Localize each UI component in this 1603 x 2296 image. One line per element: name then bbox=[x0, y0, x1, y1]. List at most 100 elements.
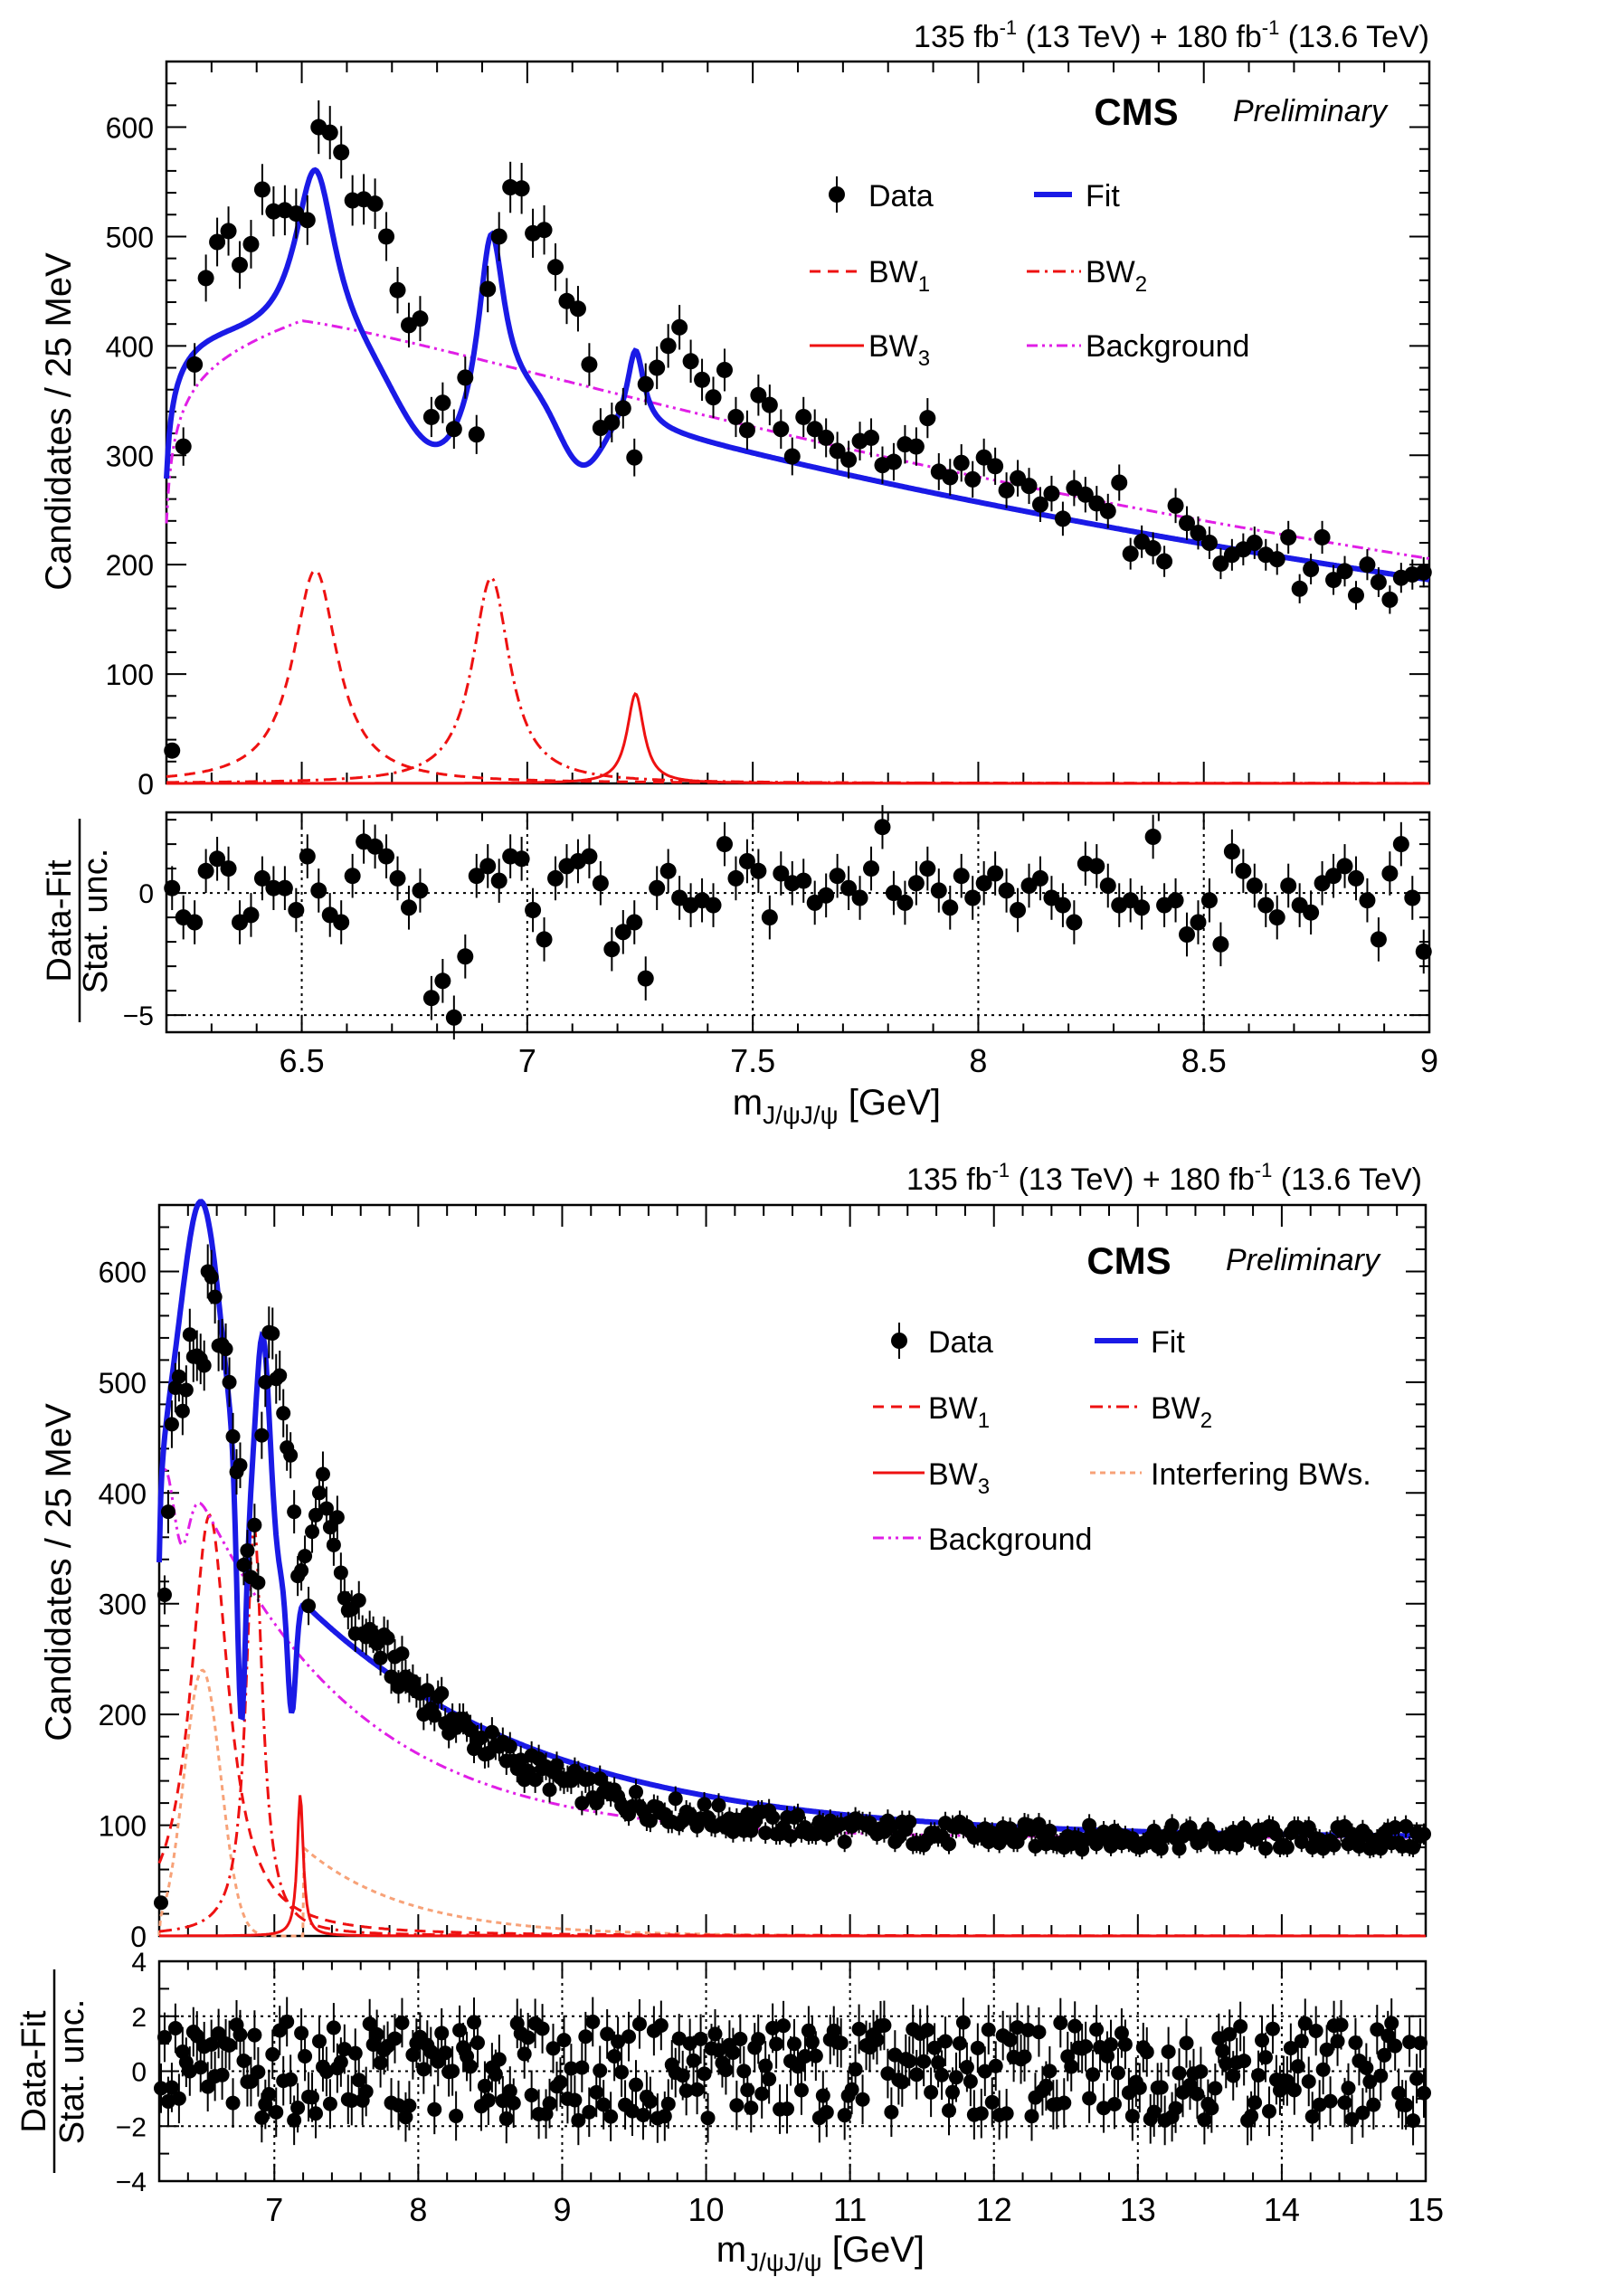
pull-point bbox=[186, 914, 204, 931]
pull-point bbox=[1193, 2064, 1209, 2079]
y-tick-label: 100 bbox=[99, 1810, 147, 1843]
data-point bbox=[1179, 515, 1196, 532]
bottom-pull-label-top: Data-Fit bbox=[15, 2010, 53, 2133]
pull-point bbox=[635, 2107, 650, 2122]
data-point bbox=[513, 180, 530, 197]
data-point bbox=[240, 1542, 255, 1558]
data-point bbox=[232, 1457, 248, 1473]
pull-point bbox=[1283, 2040, 1298, 2055]
svg-text:Fit: Fit bbox=[1151, 1325, 1185, 1360]
pull-point bbox=[729, 2098, 745, 2113]
pull-point bbox=[833, 2035, 849, 2051]
pull-point bbox=[920, 2022, 935, 2037]
pull-point bbox=[637, 970, 654, 987]
y-tick-label: 500 bbox=[106, 221, 154, 253]
pull-point bbox=[902, 2054, 917, 2069]
pull-point bbox=[1388, 2038, 1403, 2054]
bottom-legend: Data Fit BW1 BW2 BW3 Interfering BWs. bbox=[873, 1323, 1371, 1557]
pull-point bbox=[394, 2015, 410, 2030]
data-point bbox=[1417, 1826, 1432, 1842]
pull-point bbox=[973, 2106, 989, 2121]
x-tick-label: 11 bbox=[833, 2191, 867, 2228]
pull-point bbox=[758, 2058, 773, 2073]
pull-point bbox=[1402, 2035, 1418, 2050]
data-point bbox=[527, 1772, 543, 1788]
pull-point bbox=[574, 2060, 590, 2075]
data-point bbox=[242, 235, 260, 252]
data-point bbox=[1399, 1818, 1414, 1834]
pull-point bbox=[1347, 869, 1364, 887]
data-point bbox=[987, 458, 1004, 475]
pull-point bbox=[545, 2041, 561, 2056]
pull-point bbox=[877, 2017, 892, 2033]
pull-point bbox=[524, 2087, 539, 2102]
data-point bbox=[536, 222, 553, 239]
top-chart: 135 fb-1 (13 TeV) + 180 fb-1 (13.6 TeV) … bbox=[39, 16, 1438, 1129]
data-point bbox=[1279, 1840, 1295, 1855]
pull-point bbox=[1167, 892, 1184, 909]
bottom-cms-label: CMS bbox=[1086, 1239, 1171, 1282]
pull-point bbox=[1268, 909, 1285, 926]
pull-point bbox=[959, 2060, 974, 2075]
pull-point bbox=[247, 2027, 262, 2043]
data-point bbox=[547, 259, 564, 276]
data-point bbox=[502, 1739, 517, 1754]
data-point bbox=[1099, 502, 1116, 519]
pull-point bbox=[1297, 2016, 1313, 2031]
data-point bbox=[1077, 486, 1094, 503]
x-tick-label: 7 bbox=[518, 1042, 536, 1079]
pull-point bbox=[1280, 878, 1297, 894]
bottom-preliminary-label: Preliminary bbox=[1226, 1243, 1381, 1277]
data-point bbox=[196, 1358, 212, 1373]
bottom-pull-label-bottom: Stat. unc. bbox=[53, 1999, 91, 2145]
pull-point bbox=[660, 2096, 676, 2111]
data-point bbox=[1336, 563, 1353, 580]
pull-point bbox=[193, 2060, 208, 2075]
pull-point bbox=[470, 2035, 485, 2051]
pull-point bbox=[171, 2091, 186, 2106]
data-point bbox=[1370, 574, 1387, 591]
pull-point bbox=[1002, 2032, 1018, 2047]
data-point bbox=[468, 426, 485, 443]
data-point bbox=[434, 1685, 450, 1701]
pull-y-tick-label: 0 bbox=[138, 879, 154, 909]
bw2-curve bbox=[158, 1526, 1426, 1938]
pull-point bbox=[344, 2093, 359, 2109]
pull-point bbox=[1337, 2095, 1352, 2111]
data-point bbox=[247, 1517, 262, 1532]
data-point bbox=[1326, 1837, 1342, 1853]
pull-point bbox=[1355, 2105, 1371, 2120]
data-point bbox=[378, 228, 395, 245]
data-point bbox=[490, 228, 507, 245]
pull-point bbox=[769, 2036, 784, 2052]
pull-point bbox=[265, 2046, 280, 2062]
y-tick-label: 300 bbox=[106, 440, 154, 472]
x-tick-label: 12 bbox=[976, 2191, 1012, 2228]
pull-point bbox=[611, 2034, 626, 2049]
pull-point bbox=[261, 2087, 277, 2102]
data-point bbox=[964, 470, 982, 488]
pull-point bbox=[738, 853, 755, 869]
pull-point bbox=[999, 2106, 1014, 2121]
data-point bbox=[329, 1510, 345, 1525]
pull-point bbox=[697, 2066, 712, 2082]
pull-point bbox=[1381, 865, 1399, 882]
bottom-legend-interfering: Interfering BWs. bbox=[1090, 1457, 1371, 1492]
data-point bbox=[251, 1575, 266, 1590]
data-point bbox=[204, 1269, 219, 1285]
pull-point bbox=[400, 899, 417, 916]
pull-point bbox=[874, 819, 891, 836]
data-point bbox=[197, 270, 214, 287]
bw1-curve bbox=[166, 568, 1429, 785]
pull-point bbox=[358, 2083, 374, 2099]
bw1-curve bbox=[157, 1513, 1426, 1938]
data-point bbox=[1054, 510, 1071, 527]
pull-point bbox=[480, 2092, 496, 2108]
top-fit-curves bbox=[164, 166, 1430, 785]
pull-point bbox=[909, 2067, 925, 2083]
pull-point bbox=[1255, 2033, 1270, 2048]
pull-point bbox=[276, 879, 293, 897]
pull-point bbox=[885, 885, 902, 902]
data-point bbox=[1352, 1838, 1367, 1854]
data-point bbox=[394, 1646, 410, 1661]
